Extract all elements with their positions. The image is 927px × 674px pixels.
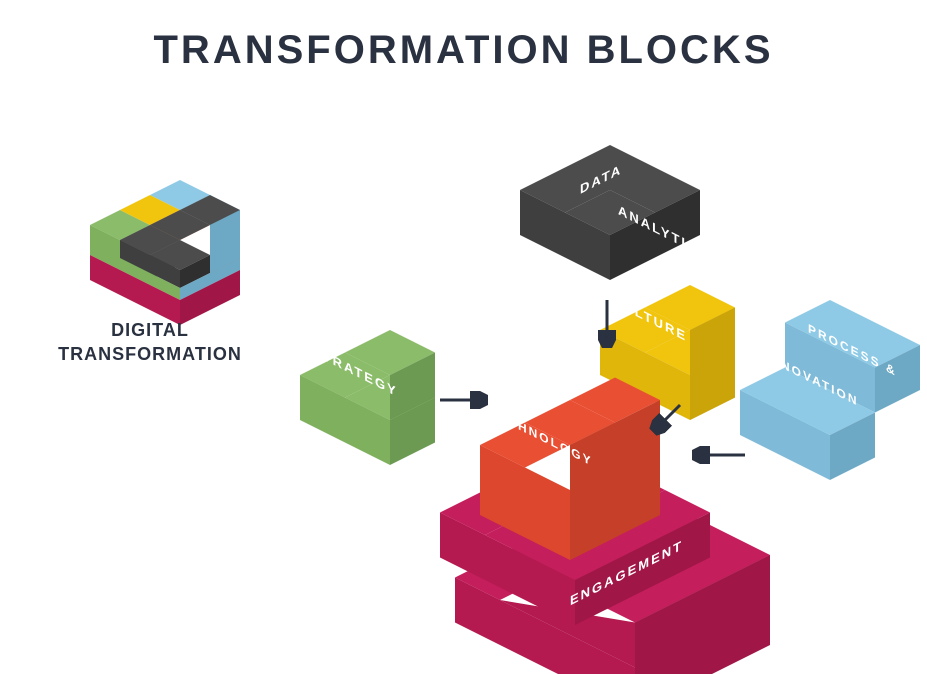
block-data-analytics: DATA ANALYTICS [520, 145, 709, 280]
assembled-cube [90, 180, 240, 325]
block-strategy: STRATEGY [300, 330, 435, 465]
subtitle-line2: TRANSFORMATION [40, 342, 260, 366]
block-right [615, 400, 660, 538]
subtitle-line1: DIGITAL [40, 318, 260, 342]
subtitle: DIGITAL TRANSFORMATION [40, 318, 260, 366]
page-title: TRANSFORMATION BLOCKS [0, 28, 927, 73]
block-process-innovation: PROCESS & INNOVATION [740, 300, 920, 480]
